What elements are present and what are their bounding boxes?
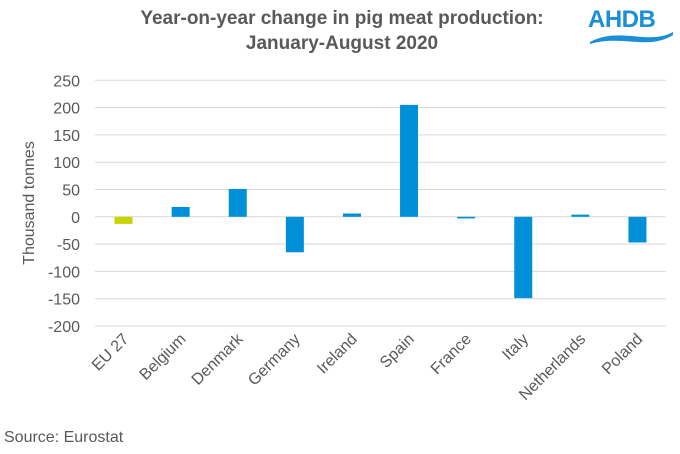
gridlines <box>95 79 666 327</box>
bar-italy <box>514 216 533 299</box>
bar-poland <box>628 216 647 243</box>
y-tick-label: 250 <box>53 73 80 90</box>
y-tick-label: 200 <box>53 101 80 118</box>
y-tick-label: -100 <box>48 264 80 281</box>
x-tick-label: Italy <box>499 331 532 364</box>
logo-wave-icon <box>590 32 673 44</box>
bar-ireland <box>342 213 361 217</box>
bars <box>114 104 647 299</box>
chart-subtitle: January-August 2020 <box>245 33 439 54</box>
y-axis-label: Thousand tonnes <box>21 141 38 265</box>
logo-text: AHDB <box>588 6 656 33</box>
bar-eu-27 <box>114 216 133 224</box>
bar-belgium <box>171 206 190 217</box>
bar-denmark <box>228 188 247 217</box>
y-tick-label: 0 <box>71 210 80 227</box>
y-tick-label: -50 <box>57 237 80 254</box>
y-tick-label: -150 <box>48 292 80 309</box>
y-tick-label: 50 <box>62 183 80 200</box>
x-tick-label: Ireland <box>314 331 361 378</box>
x-tick-label: Belgium <box>137 331 190 384</box>
bar-germany <box>285 216 304 253</box>
bar-france <box>457 216 476 219</box>
bar-netherlands <box>571 214 590 217</box>
y-tick-label: 100 <box>53 155 80 172</box>
x-tick-label: Denmark <box>189 330 248 389</box>
x-tick-label: Germany <box>245 331 304 390</box>
chart-title: Year-on-year change in pig meat producti… <box>140 8 544 29</box>
x-tick-label: France <box>428 331 475 378</box>
y-axis-ticks: 250 200 150 100 50 0 -50 -100 -150 -200 <box>48 73 80 336</box>
bar-spain <box>400 104 419 217</box>
x-tick-label: EU 27 <box>89 331 133 375</box>
y-tick-label: 150 <box>53 128 80 145</box>
x-tick-label: Spain <box>377 331 418 372</box>
ahdb-logo: AHDB <box>588 6 674 46</box>
y-tick-label: -200 <box>48 319 80 336</box>
source-note: Source: Eurostat <box>4 429 124 446</box>
x-tick-label: Poland <box>599 331 646 378</box>
